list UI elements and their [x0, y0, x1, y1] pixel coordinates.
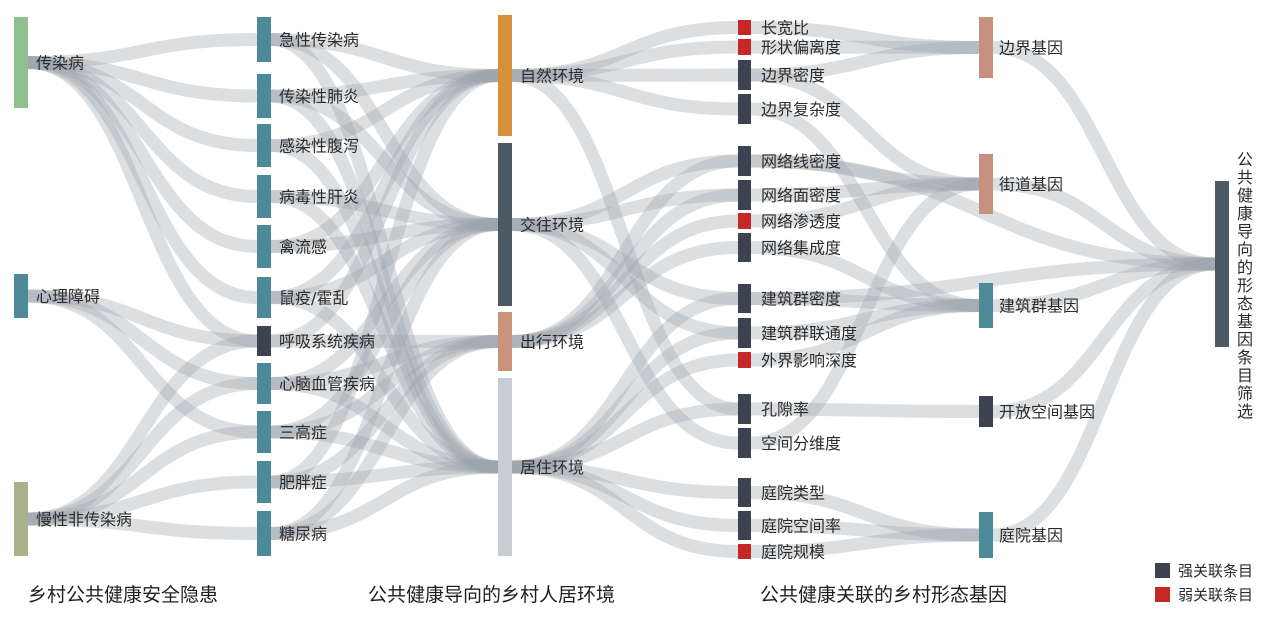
l2-node-label: 传染性肺炎 [279, 87, 359, 106]
l2-node [257, 363, 271, 404]
l2-node-label: 病毒性肝炎 [279, 188, 359, 207]
l1-node-label: 慢性非传染病 [36, 510, 132, 529]
l5-node [979, 283, 993, 328]
l3-node [498, 312, 512, 371]
l3-node-label: 居住环境 [520, 458, 584, 477]
l4-node-label: 建筑群联通度 [761, 324, 857, 343]
l2-node [257, 277, 271, 318]
l1-node-label: 传染病 [36, 54, 84, 73]
l2-node-label: 心脑血管疾病 [279, 375, 375, 394]
l4-node [738, 352, 751, 368]
l2-node-label: 急性传染病 [279, 31, 359, 50]
legend: 强关联条目 弱关联条目 [1155, 562, 1253, 604]
l5-node-label: 街道基因 [999, 175, 1063, 194]
l2-node-label: 呼吸系统疾病 [279, 332, 375, 351]
final-node-label: 公共健康导向的形态基因条目筛选 [1237, 150, 1253, 421]
l4-node [738, 284, 751, 313]
l2-node-label: 肥胖症 [279, 473, 327, 492]
l4-node [738, 511, 751, 540]
l4-node [738, 544, 751, 559]
l5-node [979, 17, 993, 78]
l2-node [257, 17, 271, 62]
legend-weak-swatch [1155, 587, 1170, 602]
l2-node [257, 225, 271, 268]
l4-node [738, 180, 751, 210]
flow-links [28, 28, 1215, 552]
l2-node [257, 511, 271, 556]
l1-node [14, 274, 28, 318]
l2-node [257, 411, 271, 453]
column-title-hazards: 乡村公共健康安全隐患 [28, 584, 218, 606]
l2-node [257, 461, 271, 503]
legend-strong-label: 强关联条目 [1178, 562, 1253, 580]
l3-node-label: 自然环境 [520, 67, 584, 86]
l4-node [738, 394, 751, 424]
l3-node-label: 出行环境 [520, 333, 584, 352]
l4-node [738, 233, 751, 262]
l5-node [979, 154, 993, 214]
l5-node-label: 开放空间基因 [999, 403, 1095, 422]
l5-node-label: 边界基因 [999, 39, 1063, 58]
l4-node [738, 94, 751, 124]
l4-node-label: 边界密度 [761, 66, 825, 85]
l2-node-label: 糖尿病 [279, 525, 327, 544]
l2-node-label: 三高症 [279, 423, 327, 442]
l2-node [257, 175, 271, 218]
l2-node [257, 74, 271, 118]
final-node [1215, 181, 1229, 347]
l5-node-label: 建筑群基因 [999, 297, 1079, 316]
l4-node-label: 庭院规模 [761, 543, 825, 562]
l4-node-label: 网络集成度 [761, 239, 841, 258]
l3-node-label: 交往环境 [520, 216, 584, 235]
l4-node [738, 39, 751, 55]
l4-node [738, 428, 751, 458]
l3-node [498, 378, 512, 556]
l4-node-label: 网络渗透度 [761, 212, 841, 231]
legend-strong-swatch [1155, 563, 1170, 578]
l4-node-label: 网络面密度 [761, 186, 841, 205]
l3-node [498, 15, 512, 136]
legend-weak-label: 弱关联条目 [1178, 586, 1253, 604]
l4-node [738, 318, 751, 348]
l1-node-label: 心理障碍 [36, 287, 100, 306]
l2-node [257, 124, 271, 167]
l4-node [738, 478, 751, 507]
l3-node [498, 143, 512, 306]
l4-node-label: 外界影响深度 [761, 351, 857, 370]
l4-node-label: 网络线密度 [761, 152, 841, 171]
l1-node [14, 482, 28, 556]
l4-node-label: 庭院类型 [761, 484, 825, 503]
l5-node-label: 庭院基因 [999, 526, 1063, 545]
l4-node-label: 长宽比 [761, 19, 809, 38]
l4-node-label: 空间分维度 [761, 434, 841, 453]
l2-node [257, 326, 271, 356]
l4-node-label: 边界复杂度 [761, 100, 841, 119]
l4-node [738, 146, 751, 176]
l2-node-label: 感染性腹泻 [279, 137, 359, 156]
l4-node-label: 孔隙率 [761, 400, 809, 419]
l5-node [979, 396, 993, 427]
l4-node-label: 形状偏离度 [761, 38, 841, 57]
l4-node [738, 213, 751, 229]
column-title-genes: 公共健康关联的乡村形态基因 [760, 584, 1007, 606]
l1-node [14, 17, 28, 108]
l5-node [979, 512, 993, 558]
l2-node-label: 禽流感 [279, 238, 327, 257]
l4-node-label: 建筑群密度 [761, 290, 841, 309]
l4-node-label: 庭院空间率 [761, 517, 841, 536]
l4-node [738, 20, 751, 35]
l4-node [738, 60, 751, 90]
l2-node-label: 鼠疫/霍乱 [279, 289, 348, 308]
column-title-environment: 公共健康导向的乡村人居环境 [368, 584, 615, 606]
